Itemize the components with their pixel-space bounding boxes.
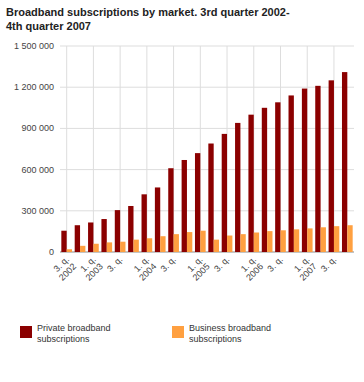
bar bbox=[101, 219, 106, 252]
y-tick-label: 600 000 bbox=[21, 165, 54, 175]
grid bbox=[60, 46, 354, 252]
y-tick-label: 900 000 bbox=[21, 123, 54, 133]
y-tick-label: 0 bbox=[49, 247, 54, 257]
bar bbox=[214, 240, 219, 252]
bar bbox=[227, 236, 232, 252]
bar bbox=[208, 144, 213, 252]
bar bbox=[302, 89, 307, 252]
legend: Private broadbandsubscriptions Business b… bbox=[20, 323, 271, 344]
legend-swatch bbox=[172, 326, 184, 338]
bar bbox=[61, 231, 66, 252]
x-tick-label: 1. q.2006 bbox=[237, 254, 265, 282]
bar bbox=[262, 108, 267, 252]
bar bbox=[155, 187, 160, 252]
x-tick-label: 3. q. bbox=[212, 254, 231, 273]
bar bbox=[222, 134, 227, 252]
legend-label: Business broadbandsubscriptions bbox=[189, 323, 271, 344]
bar bbox=[147, 238, 152, 252]
bar bbox=[160, 236, 165, 252]
bar bbox=[235, 123, 240, 252]
bar bbox=[281, 230, 286, 252]
axes: 0 300 000 600 000 900 000 1 200 000 1 500 000… bbox=[14, 41, 354, 283]
x-grid-line bbox=[93, 46, 94, 252]
bar bbox=[315, 86, 320, 252]
bar bbox=[294, 229, 299, 252]
y-tick-label: 1 500 000 bbox=[14, 41, 54, 51]
legend-swatch bbox=[20, 326, 32, 338]
bar bbox=[115, 210, 120, 252]
bar bbox=[80, 246, 85, 252]
bar bbox=[342, 72, 347, 252]
bar bbox=[254, 232, 259, 252]
bar bbox=[134, 240, 139, 252]
bar bbox=[142, 194, 147, 252]
chart: Broadband subscriptions by market. 3rd q… bbox=[0, 0, 364, 382]
bar bbox=[93, 244, 98, 252]
title: Broadband subscriptions by market. 3rd q… bbox=[6, 6, 290, 32]
y-tick-label: 1 200 000 bbox=[14, 82, 54, 92]
bar bbox=[107, 242, 112, 252]
x-tick-label: 3. q.2002 bbox=[50, 254, 78, 282]
bar bbox=[248, 115, 253, 252]
bar bbox=[182, 160, 187, 252]
bar bbox=[67, 249, 72, 252]
x-tick-label: 3. q. bbox=[105, 254, 124, 273]
bar bbox=[174, 234, 179, 252]
bar bbox=[329, 80, 334, 252]
bar bbox=[187, 232, 192, 252]
bar bbox=[267, 231, 272, 252]
x-grid-line bbox=[66, 46, 67, 252]
bar bbox=[120, 242, 125, 252]
bar bbox=[200, 231, 205, 252]
x-tick-label: 1. q.2004 bbox=[130, 254, 158, 282]
bars bbox=[61, 72, 352, 252]
bar bbox=[75, 225, 80, 252]
bar bbox=[240, 234, 245, 252]
x-tick-label: 1. q.2007 bbox=[290, 254, 318, 282]
bar bbox=[195, 153, 200, 252]
x-tick-label: 1. q.2005 bbox=[183, 254, 211, 282]
bar bbox=[347, 225, 352, 252]
bar bbox=[128, 206, 133, 252]
bar bbox=[334, 226, 339, 252]
bar bbox=[88, 222, 93, 252]
x-tick-label: 3. q. bbox=[159, 254, 178, 273]
x-tick-label: 3. q. bbox=[265, 254, 284, 273]
y-grid-line bbox=[60, 87, 354, 88]
bar bbox=[321, 227, 326, 252]
y-tick-label: 300 000 bbox=[21, 206, 54, 216]
bar bbox=[168, 168, 173, 252]
bar bbox=[307, 228, 312, 252]
y-grid-line bbox=[60, 210, 354, 211]
legend-label: Private broadbandsubscriptions bbox=[37, 323, 111, 344]
y-grid-line bbox=[60, 46, 354, 47]
bar bbox=[275, 102, 280, 252]
x-tick-label: 1. q.2003 bbox=[77, 254, 105, 282]
y-grid-line bbox=[60, 128, 354, 129]
bar bbox=[289, 95, 294, 252]
y-grid-line bbox=[60, 169, 354, 170]
x-tick-label: 3. q. bbox=[319, 254, 338, 273]
